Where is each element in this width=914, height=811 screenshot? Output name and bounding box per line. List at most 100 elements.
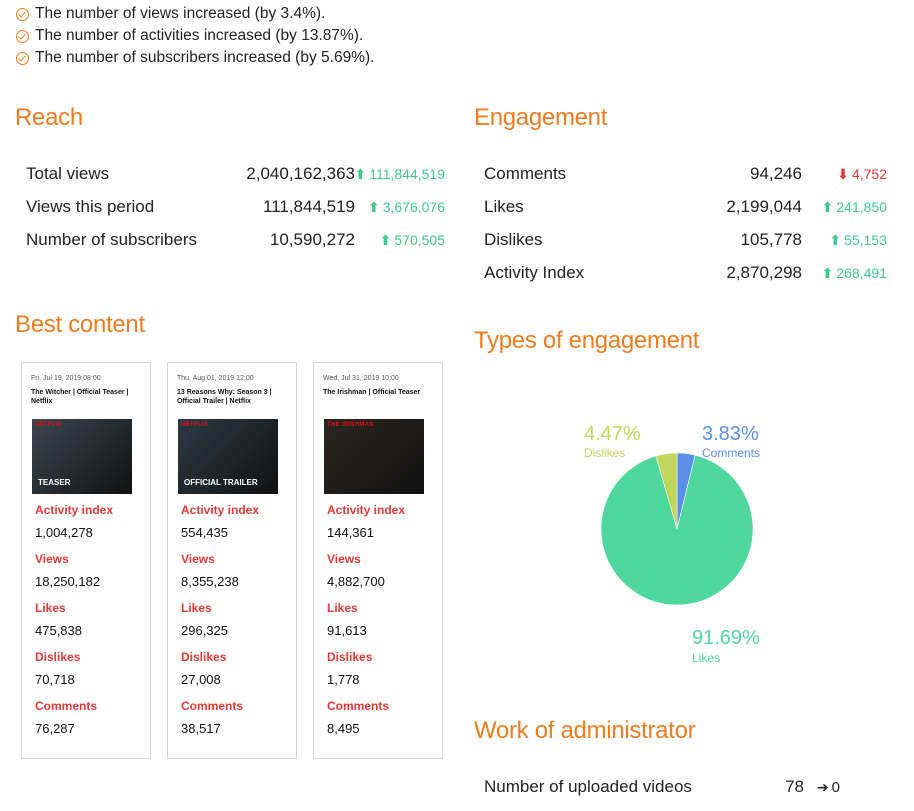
stat-value-likes: 91,613 (327, 623, 367, 638)
pie-slice-likes (600, 454, 754, 606)
stat-value-views: 8,355,238 (181, 574, 239, 589)
types-of-engagement-title: Types of engagement (474, 327, 700, 354)
arrow-up-icon: ⬆ (821, 264, 834, 281)
reach-delta-value: 3,676,076 (382, 199, 445, 215)
card-date: Fri, Jul 19, 2019 08:00 (31, 375, 101, 382)
stat-value-activity: 144,361 (327, 525, 374, 540)
summary-item: The number of views increased (by 3.4%). (16, 3, 374, 25)
card-title[interactable]: The Witcher | Official Teaser | Netflix (31, 389, 129, 405)
card-title[interactable]: The Irishman | Official Teaser (323, 389, 421, 396)
stat-label-views: Views (181, 552, 215, 566)
check-circle-icon (16, 51, 29, 65)
engagement-value: 2,870,298 (726, 263, 802, 282)
engagement-label: Comments (484, 164, 567, 183)
thumbnail-caption: TEASER (38, 478, 71, 487)
engagement-label: Likes (484, 197, 524, 216)
admin-delta: ➔ 0 (817, 779, 840, 796)
pie-slice-dislikes (655, 452, 678, 530)
arrow-up-icon: ⬆ (354, 165, 367, 182)
engagement-row: Comments 94,246 ⬇ 4,752 (484, 162, 887, 186)
admin-delta-value: 0 (831, 778, 840, 796)
reach-delta: ⬆ 570,505 (380, 232, 445, 249)
stat-value-likes: 296,325 (181, 623, 228, 638)
content-card[interactable]: Fri, Jul 19, 2019 08:00 The Witcher | Off… (21, 362, 151, 759)
summary-item: The number of subscribers increased (by … (16, 47, 374, 69)
thumbnail-brand: THE IRISHMAN (327, 422, 374, 428)
stat-label-likes: Likes (327, 601, 358, 615)
thumbnail-brand: NETFLIX (35, 422, 63, 428)
engagement-value: 94,246 (750, 164, 802, 183)
summary-text: The number of subscribers increased (by … (35, 49, 375, 66)
stat-value-comments: 76,287 (35, 721, 75, 736)
video-thumbnail[interactable]: THE IRISHMAN (324, 419, 424, 494)
reach-label: Total views (26, 164, 110, 183)
stat-label-activity: Activity index (181, 503, 260, 517)
stat-value-activity: 554,435 (181, 525, 228, 540)
stat-label-likes: Likes (181, 601, 212, 615)
engagement-delta-value: 55,153 (844, 232, 887, 248)
reach-value: 2,040,162,363 (246, 164, 355, 183)
arrow-up-icon: ⬆ (379, 231, 392, 248)
stat-label-comments: Comments (181, 699, 244, 713)
card-date: Wed, Jul 31, 2019 10:00 (323, 375, 399, 382)
engagement-label: Activity Index (484, 263, 585, 282)
reach-value: 10,590,272 (269, 230, 355, 249)
admin-value: 78 (785, 777, 804, 796)
pie-label-percent-comments: 3.83% (702, 423, 759, 445)
engagement-delta: ⬇ 4,752 (837, 166, 887, 183)
thumbnail-caption: OFFICIAL TRAILER (184, 478, 258, 487)
engagement-title: Engagement (474, 104, 608, 131)
pie-slice-comments (676, 452, 696, 530)
pie-label-percent-dislikes: 4.47% (584, 423, 641, 445)
reach-row: Total views 2,040,162,363 ⬆ 111,844,519 (26, 162, 445, 186)
arrow-up-icon: ⬆ (367, 198, 380, 215)
reach-row: Views this period 111,844,519 ⬆ 3,676,076 (26, 195, 445, 219)
engagement-delta-value: 268,491 (836, 265, 887, 281)
stat-value-dislikes: 1,778 (327, 672, 360, 687)
card-title[interactable]: 13 Reasons Why: Season 3 | Official Trai… (177, 389, 272, 405)
thumbnail-brand: NETFLIX (181, 422, 209, 428)
stat-label-likes: Likes (35, 601, 66, 615)
arrow-up-icon: ⬆ (821, 198, 834, 215)
reach-delta-value: 570,505 (394, 232, 445, 248)
stat-value-views: 18,250,182 (35, 574, 101, 589)
engagement-delta: ⬆ 55,153 (829, 232, 887, 249)
pie-label-name-comments: Comments (702, 446, 761, 460)
reach-label: Views this period (26, 197, 155, 216)
reach-delta: ⬆ 111,844,519 (354, 166, 445, 183)
engagement-value: 105,778 (740, 230, 802, 249)
content-card[interactable]: Thu, Aug 01, 2019 12:00 13 Reasons Why: S… (167, 362, 297, 759)
summary-list: The number of views increased (by 3.4%).… (16, 3, 374, 69)
card-date: Thu, Aug 01, 2019 12:00 (177, 375, 254, 382)
pie-label-percent-likes: 91.69% (692, 627, 760, 649)
pie-label-name-dislikes: Dislikes (584, 446, 626, 460)
stat-value-comments: 38,517 (181, 721, 221, 736)
reach-delta-value: 111,844,519 (369, 166, 445, 182)
stat-label-activity: Activity index (327, 503, 406, 517)
stat-value-dislikes: 27,008 (181, 672, 221, 687)
stat-label-comments: Comments (35, 699, 98, 713)
stat-value-dislikes: 70,718 (35, 672, 75, 687)
engagement-value: 2,199,044 (726, 197, 802, 216)
admin-row: Number of uploaded videos 78 ➔ 0 (484, 775, 840, 799)
admin-label: Number of uploaded videos (484, 777, 692, 796)
check-circle-icon (16, 29, 29, 43)
reach-label: Number of subscribers (26, 230, 198, 249)
video-thumbnail[interactable]: NETFLIX TEASER (32, 419, 132, 494)
arrow-up-icon: ⬆ (829, 231, 842, 248)
arrow-right-icon: ➔ (816, 778, 829, 795)
engagement-row: Likes 2,199,044 ⬆ 241,850 (484, 195, 887, 219)
admin-title: Work of administrator (474, 717, 696, 744)
reach-row: Number of subscribers 10,590,272 ⬆ 570,505 (26, 228, 445, 252)
engagement-label: Dislikes (484, 230, 543, 249)
video-thumbnail[interactable]: NETFLIX OFFICIAL TRAILER (178, 419, 278, 494)
stat-label-views: Views (327, 552, 361, 566)
stat-label-dislikes: Dislikes (327, 650, 373, 664)
best-content-title: Best content (15, 311, 145, 338)
engagement-row: Activity Index 2,870,298 ⬆ 268,491 (484, 261, 887, 285)
pie-label-name-likes: Likes (692, 651, 721, 665)
stat-label-activity: Activity index (35, 503, 114, 517)
content-card[interactable]: Wed, Jul 31, 2019 10:00 The Irishman | Of… (313, 362, 443, 759)
stat-value-comments: 8,495 (327, 721, 360, 736)
reach-delta: ⬆ 3,676,076 (368, 199, 445, 216)
